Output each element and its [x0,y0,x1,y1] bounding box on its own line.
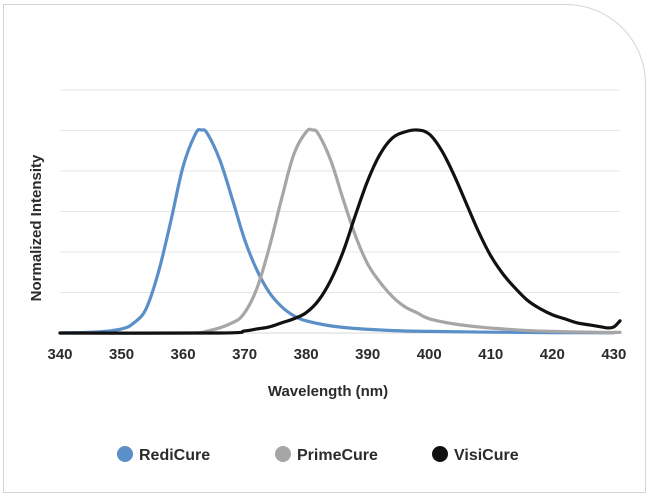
x-axis-title: Wavelength (nm) [268,383,388,400]
legend-item-primecure: PrimeCure [275,446,378,464]
x-tick-label: 360 [171,346,196,363]
x-tick-label: 410 [478,346,503,363]
x-tick-label: 430 [601,346,626,363]
legend-label: PrimeCure [297,447,378,464]
x-tick-label: 340 [47,346,72,363]
legend: RediCure PrimeCure VisiCure [117,446,519,464]
legend-label: RediCure [139,447,210,464]
x-tick-label: 350 [109,346,134,363]
legend-marker [432,446,448,462]
x-axis-ticks: 340 350 360 370 380 390 400 410 420 430 [47,346,626,363]
x-tick-label: 390 [355,346,380,363]
x-tick-label: 400 [417,346,442,363]
x-tick-label: 370 [232,346,257,363]
legend-item-visicure: VisiCure [432,446,519,464]
legend-marker [117,446,133,462]
series-line-redicure [58,127,616,335]
x-tick-label: 420 [540,346,565,363]
chart-card [3,4,646,493]
legend-item-redicure: RediCure [117,446,210,464]
series-lines [58,127,622,335]
series-line-visicure [58,128,622,335]
gridlines [60,89,620,334]
legend-label: VisiCure [454,447,519,464]
x-tick-label: 380 [294,346,319,363]
series-line-primecure [58,127,622,335]
y-axis-title: Normalized Intensity [28,154,45,301]
legend-marker [275,446,291,462]
